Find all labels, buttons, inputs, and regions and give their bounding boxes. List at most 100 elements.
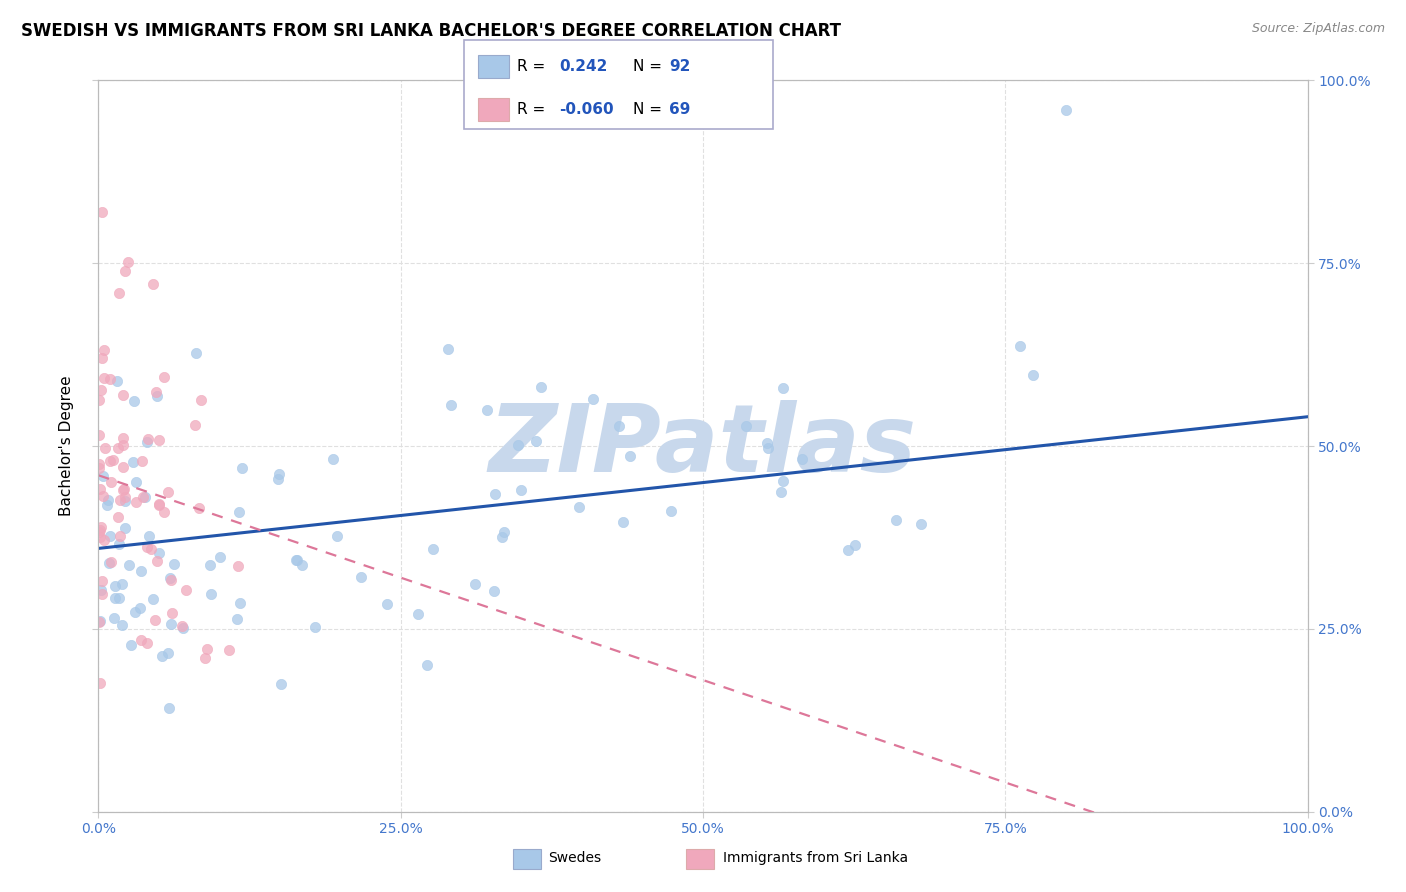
Point <box>108 529 131 543</box>
Point <box>114 490 136 504</box>
Point <box>150 648 173 663</box>
Point <box>159 616 181 631</box>
Point <box>142 277 165 291</box>
Point <box>228 505 250 519</box>
Point <box>145 385 167 400</box>
Point <box>114 264 136 278</box>
Point <box>228 558 250 573</box>
Point <box>163 558 186 572</box>
Point <box>484 583 506 598</box>
Point <box>129 601 152 615</box>
Point <box>231 460 253 475</box>
Point <box>437 343 460 357</box>
Point <box>125 495 148 509</box>
Point <box>270 676 292 690</box>
Point <box>200 587 222 601</box>
Point <box>422 541 444 556</box>
Point <box>90 583 112 598</box>
Point <box>89 614 111 628</box>
Text: Immigrants from Sri Lanka: Immigrants from Sri Lanka <box>723 851 908 865</box>
Point <box>135 434 157 449</box>
Point <box>114 521 136 535</box>
Point <box>108 537 131 551</box>
Text: 92: 92 <box>669 60 690 74</box>
Point <box>141 541 163 556</box>
Point <box>494 525 516 540</box>
Point <box>89 392 111 407</box>
Point <box>153 505 176 519</box>
Point <box>91 205 114 219</box>
Point <box>108 591 131 606</box>
Point <box>87 615 110 629</box>
Point <box>377 597 399 611</box>
Point <box>510 483 533 498</box>
Point <box>100 555 122 569</box>
Point <box>156 485 179 500</box>
Point <box>146 389 169 403</box>
Point <box>530 380 553 394</box>
Point <box>159 701 181 715</box>
Point <box>184 418 207 433</box>
Point <box>156 646 179 660</box>
Point <box>125 475 148 489</box>
Point <box>568 500 591 515</box>
Point <box>89 524 111 538</box>
Point <box>218 643 240 657</box>
Point <box>142 591 165 606</box>
Point <box>131 454 153 468</box>
Point <box>772 475 794 489</box>
Point <box>884 513 907 527</box>
Point <box>136 636 159 650</box>
Text: R =: R = <box>517 103 546 117</box>
Point <box>1022 368 1045 383</box>
Point <box>148 497 170 511</box>
Point <box>162 606 184 620</box>
Point <box>114 494 136 508</box>
Point <box>440 398 463 412</box>
Point <box>87 461 110 475</box>
Point <box>89 676 111 690</box>
Text: Source: ZipAtlas.com: Source: ZipAtlas.com <box>1251 22 1385 36</box>
Point <box>138 528 160 542</box>
Point <box>132 490 155 504</box>
Point <box>148 546 170 560</box>
Point <box>98 529 121 543</box>
Point <box>160 573 183 587</box>
Point <box>103 610 125 624</box>
Text: ZIPatlas: ZIPatlas <box>489 400 917 492</box>
Point <box>122 393 145 408</box>
Point <box>756 435 779 450</box>
Point <box>226 612 249 626</box>
Text: N =: N = <box>633 103 662 117</box>
Point <box>111 576 134 591</box>
Point <box>87 525 110 540</box>
Point <box>910 517 932 532</box>
Point <box>110 493 132 508</box>
Point <box>772 381 794 395</box>
Point <box>769 485 792 500</box>
Point <box>195 642 218 657</box>
Point <box>97 493 120 508</box>
Point <box>135 540 157 554</box>
Point <box>581 392 603 407</box>
Point <box>326 529 349 543</box>
Point <box>87 428 110 442</box>
Point <box>98 556 121 570</box>
Point <box>122 455 145 469</box>
Point <box>91 469 114 483</box>
Point <box>93 533 115 547</box>
Point <box>186 346 208 360</box>
Point <box>111 431 134 445</box>
Point <box>477 402 499 417</box>
Point <box>129 564 152 578</box>
Point <box>844 539 866 553</box>
Point <box>94 442 117 456</box>
Point <box>659 504 682 518</box>
Text: R =: R = <box>517 60 546 74</box>
Point <box>148 498 170 512</box>
Point <box>117 255 139 269</box>
Point <box>96 498 118 512</box>
Point <box>153 370 176 384</box>
Point <box>98 453 121 467</box>
Point <box>190 393 212 408</box>
